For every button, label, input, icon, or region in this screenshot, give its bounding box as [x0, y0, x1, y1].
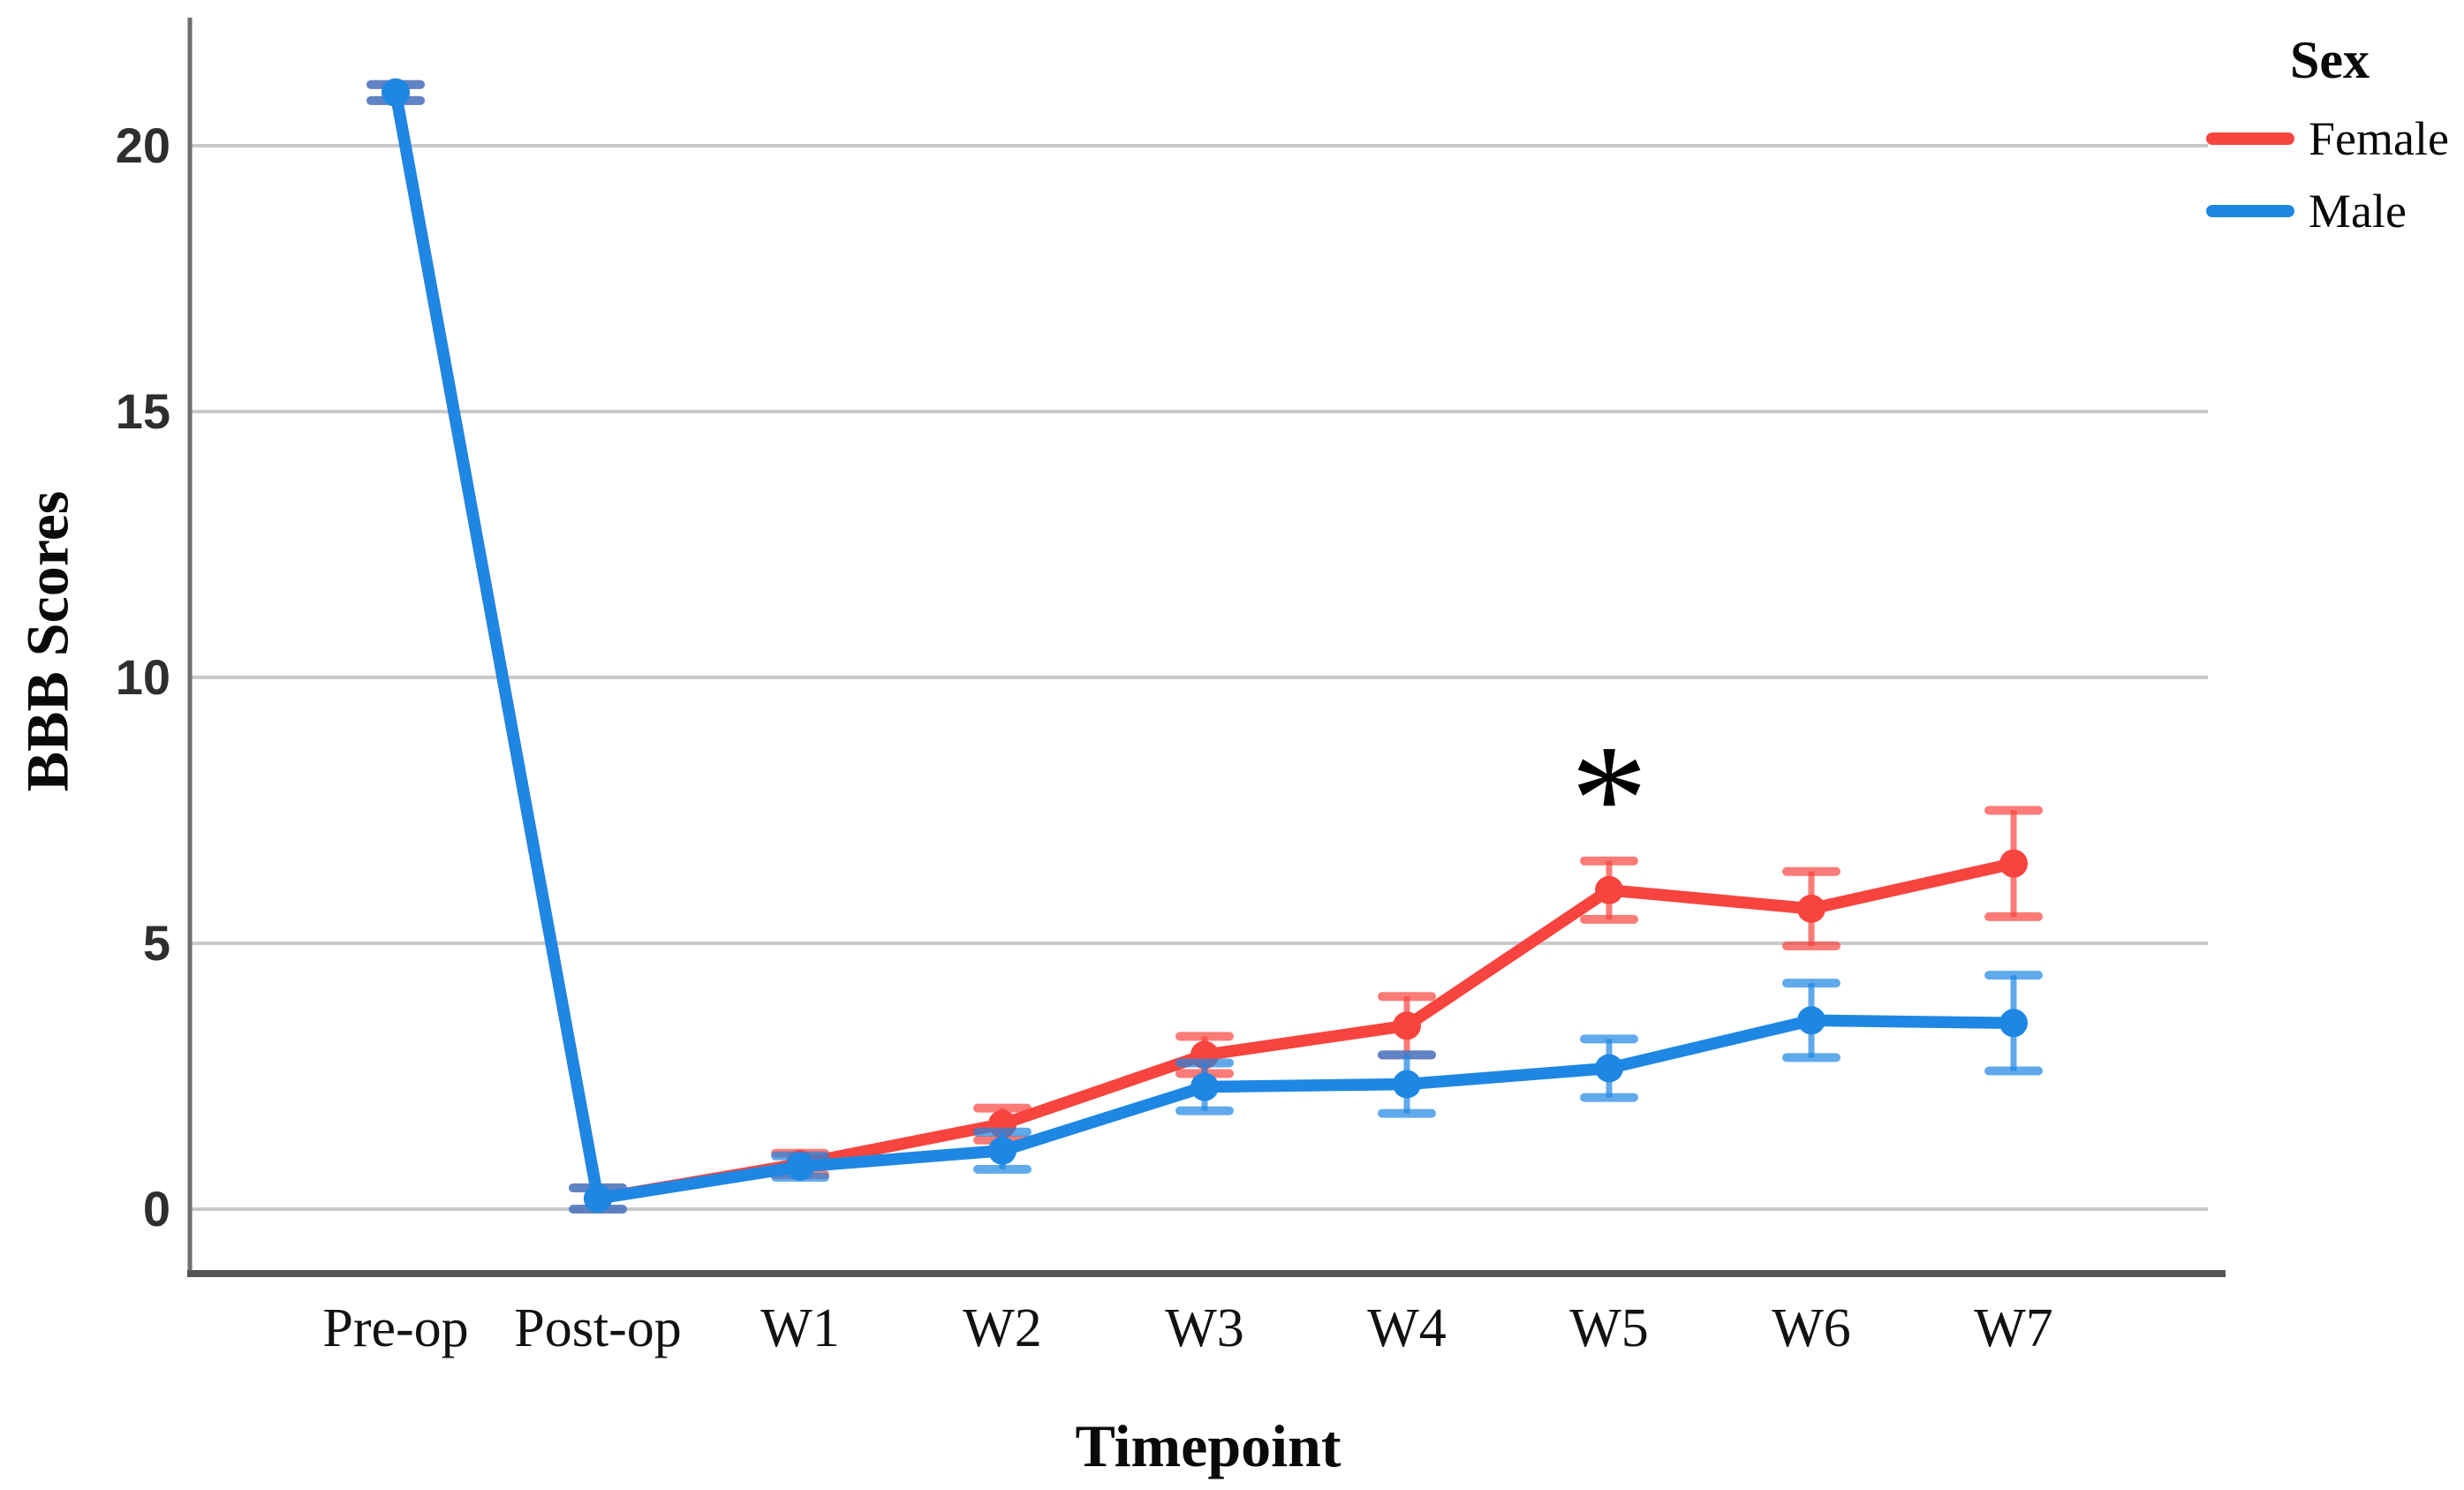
x-tick-label-W6: W6 — [1772, 1298, 1851, 1358]
male-point-Post-op — [584, 1184, 612, 1213]
male-point-W4 — [1393, 1070, 1421, 1099]
legend-entry-male: Male — [2206, 186, 2464, 236]
x-tick-label-W7: W7 — [1974, 1298, 2053, 1358]
male-point-W6 — [1797, 1006, 1825, 1035]
male-point-W5 — [1595, 1054, 1623, 1083]
legend-label-female: Female — [2309, 112, 2449, 165]
y-tick-label-10: 10 — [116, 649, 170, 705]
x-tick-label-W5: W5 — [1569, 1298, 1649, 1358]
x-tick-label-W4: W4 — [1367, 1298, 1447, 1358]
x-tick-label-Post-op: Post-op — [514, 1298, 681, 1358]
female-point-W6 — [1797, 894, 1825, 923]
male-point-W7 — [1999, 1009, 2028, 1038]
x-tick-label-W1: W1 — [760, 1298, 840, 1358]
y-axis-title: BBB Scores — [13, 490, 81, 792]
y-tick-label-15: 15 — [116, 383, 170, 439]
male-point-Pre-op — [382, 78, 410, 107]
y-tick-label-5: 5 — [143, 915, 170, 971]
male-point-W3 — [1190, 1072, 1219, 1101]
y-tick-label-20: 20 — [116, 117, 170, 173]
female-point-W5 — [1595, 875, 1623, 904]
female-point-W4 — [1393, 1011, 1421, 1040]
female-point-W7 — [1999, 849, 2028, 878]
x-tick-label-W2: W2 — [963, 1298, 1042, 1358]
x-tick-label-Pre-op: Pre-op — [322, 1298, 468, 1358]
male-point-W2 — [988, 1136, 1017, 1165]
x-axis-title: Timepoint — [1075, 1412, 1342, 1479]
legend-entry-female: Female — [2206, 114, 2464, 163]
x-tick-label-W3: W3 — [1165, 1298, 1244, 1358]
legend: Sex Female Male — [2206, 30, 2464, 236]
y-tick-label-0: 0 — [143, 1181, 170, 1237]
male-point-W1 — [786, 1152, 814, 1181]
legend-label-male: Male — [2309, 185, 2407, 238]
legend-title: Sex — [2290, 31, 2370, 89]
male-line-swatch-icon — [2206, 205, 2294, 217]
significance-asterisk: * — [1570, 713, 1648, 884]
female-line-swatch-icon — [2206, 132, 2294, 145]
